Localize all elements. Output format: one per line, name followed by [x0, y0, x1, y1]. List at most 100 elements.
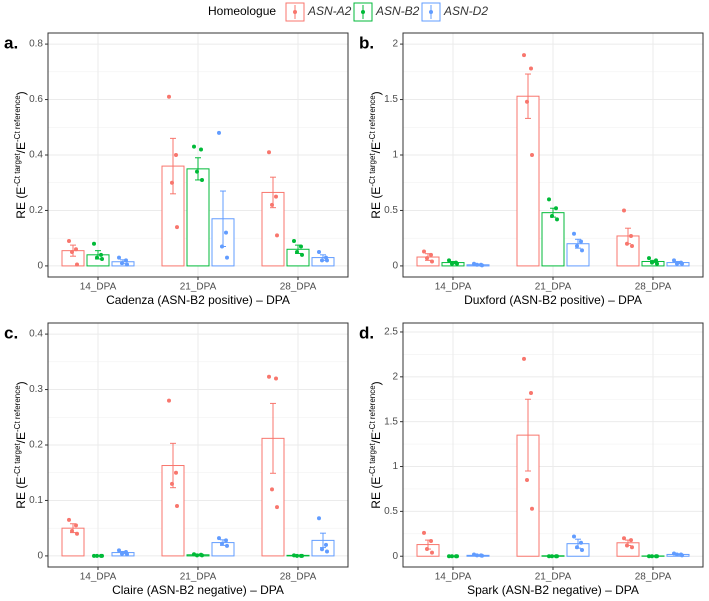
data-point	[224, 538, 228, 543]
y-axis-label: RE (E-Ct target/E-Ct reference)	[13, 91, 29, 218]
data-point	[472, 261, 476, 266]
data-point	[195, 553, 199, 558]
data-point	[195, 169, 199, 174]
data-point	[680, 553, 684, 558]
data-point	[324, 542, 328, 547]
y-axis-label-part: -Ct reference	[368, 95, 377, 142]
data-point	[550, 554, 554, 559]
panel-label: d.	[359, 323, 374, 342]
data-point	[675, 261, 679, 266]
data-point	[274, 194, 278, 199]
data-point	[95, 255, 99, 260]
data-point	[475, 262, 479, 267]
y-tick-label: 1.5	[384, 94, 398, 105]
data-point	[450, 261, 454, 266]
data-point	[75, 262, 79, 267]
data-point	[267, 150, 271, 155]
y-tick-label: 0	[392, 551, 398, 562]
data-point	[530, 506, 534, 511]
x-tick-label: 21_DPA	[180, 282, 217, 293]
y-axis-label-part: -Ct target	[368, 153, 377, 187]
data-point	[125, 262, 129, 267]
data-point	[580, 248, 584, 253]
x-axis-label: Duxford (ASN-B2 positive) – DPA	[464, 293, 642, 307]
data-point	[275, 505, 279, 510]
y-axis-label-part: -Ct reference	[13, 95, 22, 142]
data-point	[225, 255, 229, 260]
data-point	[217, 536, 221, 541]
data-point	[99, 252, 103, 257]
data-point	[100, 553, 104, 558]
data-point	[629, 538, 633, 543]
error-bar	[525, 398, 531, 472]
data-point	[117, 255, 121, 260]
data-point	[654, 258, 658, 263]
data-point	[317, 516, 321, 521]
y-axis-label: RE (E-Ct target/E-Ct reference)	[368, 381, 384, 508]
y-tick-label: 0.3	[29, 384, 43, 395]
data-point	[325, 549, 329, 554]
data-point	[300, 553, 304, 558]
data-point	[575, 243, 579, 248]
y-tick-label: 2.5	[384, 327, 398, 338]
y-axis-label-part: RE (E	[14, 187, 28, 219]
data-point	[192, 552, 196, 557]
y-axis-label-part: )	[369, 91, 383, 95]
data-point	[167, 398, 171, 403]
y-tick-label: 2	[392, 371, 398, 382]
data-point	[70, 528, 74, 533]
x-axis-label: Claire (ASN-B2 negative) – DPA	[112, 583, 284, 597]
x-tick-label: 21_DPA	[535, 572, 572, 583]
data-point	[320, 258, 324, 263]
data-point	[630, 243, 634, 248]
legend-label: ASN-D2	[443, 4, 488, 18]
data-point	[267, 374, 271, 379]
y-tick-label: 0.4	[29, 150, 43, 161]
panel-label: b.	[359, 33, 374, 52]
y-tick-label: 2	[392, 39, 398, 50]
data-point	[429, 538, 433, 543]
x-axis-label: Cadenza (ASN-B2 positive) – DPA	[106, 293, 290, 307]
data-point	[292, 238, 296, 243]
y-axis-label-part: -Ct target	[13, 443, 22, 477]
data-point	[120, 551, 124, 556]
error-bar	[170, 137, 176, 195]
data-point	[217, 130, 221, 135]
data-point	[472, 552, 476, 557]
y-axis-label: RE (E-Ct target/E-Ct reference)	[368, 91, 384, 218]
y-axis-label: RE (E-Ct target/E-Ct reference)	[13, 381, 29, 508]
y-axis-label-part: )	[14, 381, 28, 385]
y-axis-label-part: /E	[369, 432, 383, 443]
data-point	[175, 225, 179, 230]
data-point	[174, 470, 178, 475]
y-axis-label-part: )	[369, 381, 383, 385]
data-point	[117, 548, 121, 553]
data-point	[680, 261, 684, 266]
data-point	[547, 554, 551, 559]
y-tick-label: 1.5	[384, 416, 398, 427]
data-point	[475, 553, 479, 558]
x-tick-label: 14_DPA	[80, 572, 117, 583]
plot-frame	[402, 32, 704, 278]
data-point	[275, 233, 279, 238]
data-point	[529, 66, 533, 71]
data-point	[625, 543, 629, 548]
error-bar	[170, 442, 176, 489]
data-point	[522, 53, 526, 58]
y-axis-label-part: )	[14, 91, 28, 95]
y-axis-label-part: /E	[369, 142, 383, 153]
x-tick-label: 14_DPA	[435, 572, 472, 583]
data-point	[672, 258, 676, 263]
data-point	[655, 261, 659, 266]
y-tick-label: 0.5	[384, 506, 398, 517]
data-point	[425, 256, 429, 261]
y-axis-label-part: RE (E	[14, 477, 28, 509]
y-tick-label: 0.2	[29, 205, 43, 216]
data-point	[530, 153, 534, 157]
y-tick-label: 1	[392, 461, 398, 472]
y-axis-label-part: -Ct reference	[13, 385, 22, 432]
data-point	[579, 239, 583, 244]
bar	[186, 168, 210, 267]
